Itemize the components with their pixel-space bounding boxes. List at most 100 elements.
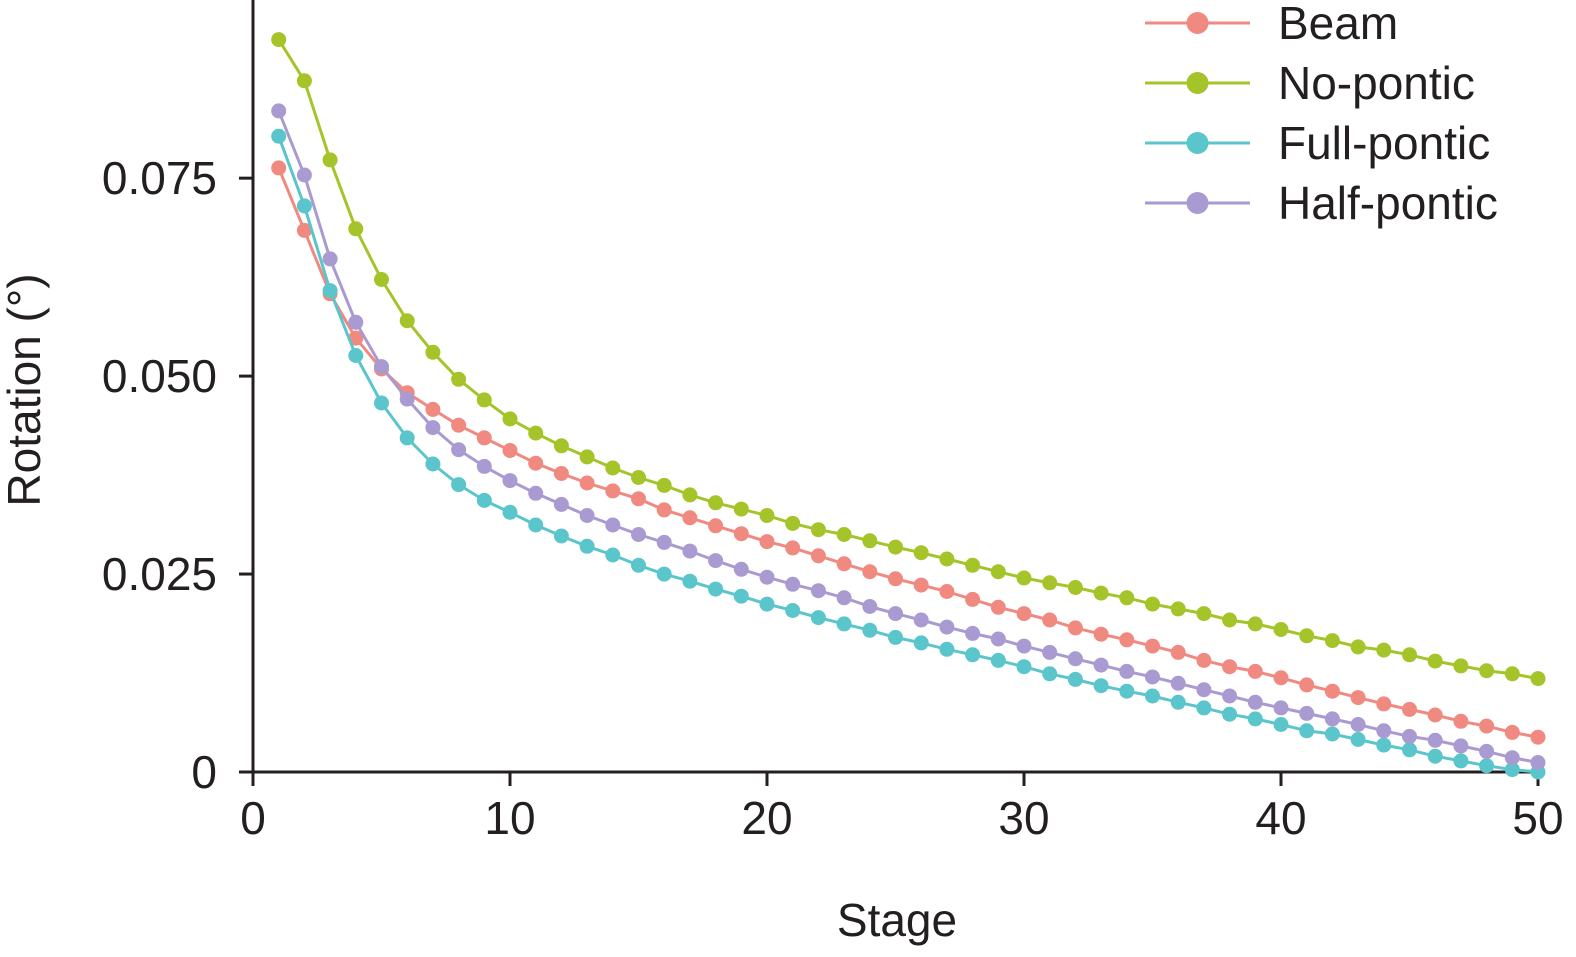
data-point-no-pontic <box>399 313 415 329</box>
data-point-beam <box>1170 644 1186 660</box>
data-point-no-pontic <box>1273 622 1289 637</box>
data-point-beam <box>1350 690 1366 706</box>
x-axis-title: Stage <box>837 894 957 946</box>
y-tick-label: 0.050 <box>102 350 217 402</box>
data-point-full-pontic <box>1273 717 1289 732</box>
data-point-full-pontic <box>1170 694 1186 710</box>
data-point-full-pontic <box>631 557 646 573</box>
x-tick-label: 0 <box>240 792 266 844</box>
data-point-full-pontic <box>1427 748 1443 764</box>
data-point-no-pontic <box>810 522 826 538</box>
data-point-half-pontic <box>862 599 878 614</box>
data-point-half-pontic <box>990 631 1006 647</box>
data-point-half-pontic <box>1016 638 1032 654</box>
data-point-no-pontic <box>579 449 595 465</box>
y-tick-label: 0.075 <box>102 152 217 204</box>
data-point-full-pontic <box>1196 700 1212 716</box>
data-point-no-pontic <box>322 152 338 168</box>
data-point-full-pontic <box>836 616 852 632</box>
x-tick-label: 20 <box>741 792 792 844</box>
legend-item-no-pontic: No-pontic <box>1145 57 1475 109</box>
data-point-half-pontic <box>708 553 724 569</box>
data-point-no-pontic <box>528 425 544 441</box>
data-point-full-pontic <box>425 456 441 472</box>
data-point-half-pontic <box>965 625 981 641</box>
data-point-no-pontic <box>1402 647 1417 663</box>
data-point-no-pontic <box>1247 616 1263 632</box>
data-point-no-pontic <box>374 272 389 287</box>
data-point-full-pontic <box>1402 742 1417 758</box>
data-point-half-pontic <box>1530 755 1546 770</box>
data-point-beam <box>1196 652 1212 668</box>
data-point-beam <box>1067 620 1083 636</box>
data-point-no-pontic <box>708 495 724 511</box>
data-point-beam <box>708 518 724 534</box>
legend-item-half-pontic: Half-pontic <box>1145 177 1498 229</box>
data-point-beam <box>1042 612 1058 628</box>
data-point-beam <box>785 540 801 556</box>
data-point-half-pontic <box>425 420 441 436</box>
data-point-full-pontic <box>733 588 749 604</box>
data-point-no-pontic <box>1145 596 1160 612</box>
data-point-no-pontic <box>1299 628 1315 644</box>
data-point-half-pontic <box>348 314 364 330</box>
legend-swatch-marker <box>1186 192 1209 214</box>
data-point-half-pontic <box>836 590 852 606</box>
data-point-no-pontic <box>913 545 929 561</box>
data-point-half-pontic <box>579 508 595 523</box>
data-point-full-pontic <box>1067 671 1083 687</box>
data-point-full-pontic <box>888 629 903 645</box>
data-point-no-pontic <box>862 533 878 549</box>
data-point-full-pontic <box>708 581 724 597</box>
data-point-half-pontic <box>1504 750 1520 766</box>
data-point-no-pontic <box>451 371 467 387</box>
data-point-full-pontic <box>322 283 338 299</box>
data-point-half-pontic <box>502 473 518 489</box>
data-point-no-pontic <box>990 564 1006 580</box>
data-point-half-pontic <box>1196 682 1212 698</box>
data-point-no-pontic <box>476 392 492 408</box>
data-point-no-pontic <box>1067 580 1083 595</box>
data-point-beam <box>348 330 364 346</box>
data-point-half-pontic <box>759 569 775 585</box>
data-point-half-pontic <box>1273 700 1289 716</box>
data-point-full-pontic <box>1042 666 1058 682</box>
data-point-beam <box>553 466 569 481</box>
data-point-half-pontic <box>1479 743 1495 759</box>
data-point-beam <box>1479 718 1495 734</box>
data-point-no-pontic <box>271 32 287 48</box>
data-point-half-pontic <box>1402 728 1417 744</box>
data-point-half-pontic <box>1119 663 1135 679</box>
data-point-no-pontic <box>1196 606 1212 622</box>
data-point-half-pontic <box>1376 723 1392 739</box>
data-point-full-pontic <box>502 504 518 520</box>
data-point-full-pontic <box>605 547 621 563</box>
data-point-half-pontic <box>322 251 338 267</box>
data-point-no-pontic <box>1376 642 1392 658</box>
series-no-pontic <box>271 32 1546 687</box>
data-point-full-pontic <box>1479 758 1495 774</box>
data-point-full-pontic <box>1453 753 1469 769</box>
legend-label: Full-pontic <box>1278 117 1490 169</box>
data-point-full-pontic <box>810 610 826 626</box>
data-point-no-pontic <box>1119 590 1135 606</box>
data-point-full-pontic <box>1376 737 1392 753</box>
data-point-full-pontic <box>1504 762 1520 778</box>
series-beam <box>271 160 1546 745</box>
data-point-full-pontic <box>656 566 672 582</box>
data-point-no-pontic <box>296 73 312 89</box>
data-point-full-pontic <box>553 528 569 544</box>
data-point-half-pontic <box>1042 644 1058 660</box>
data-point-beam <box>1453 713 1469 729</box>
data-point-no-pontic <box>1222 612 1238 628</box>
data-point-beam <box>1273 670 1289 686</box>
data-point-beam <box>1247 663 1263 679</box>
legend-label: Half-pontic <box>1278 177 1498 229</box>
data-point-full-pontic <box>939 641 955 657</box>
data-point-full-pontic <box>785 603 801 618</box>
data-point-beam <box>271 160 287 176</box>
data-point-full-pontic <box>965 647 981 663</box>
data-point-no-pontic <box>759 508 775 523</box>
data-point-half-pontic <box>810 583 826 599</box>
